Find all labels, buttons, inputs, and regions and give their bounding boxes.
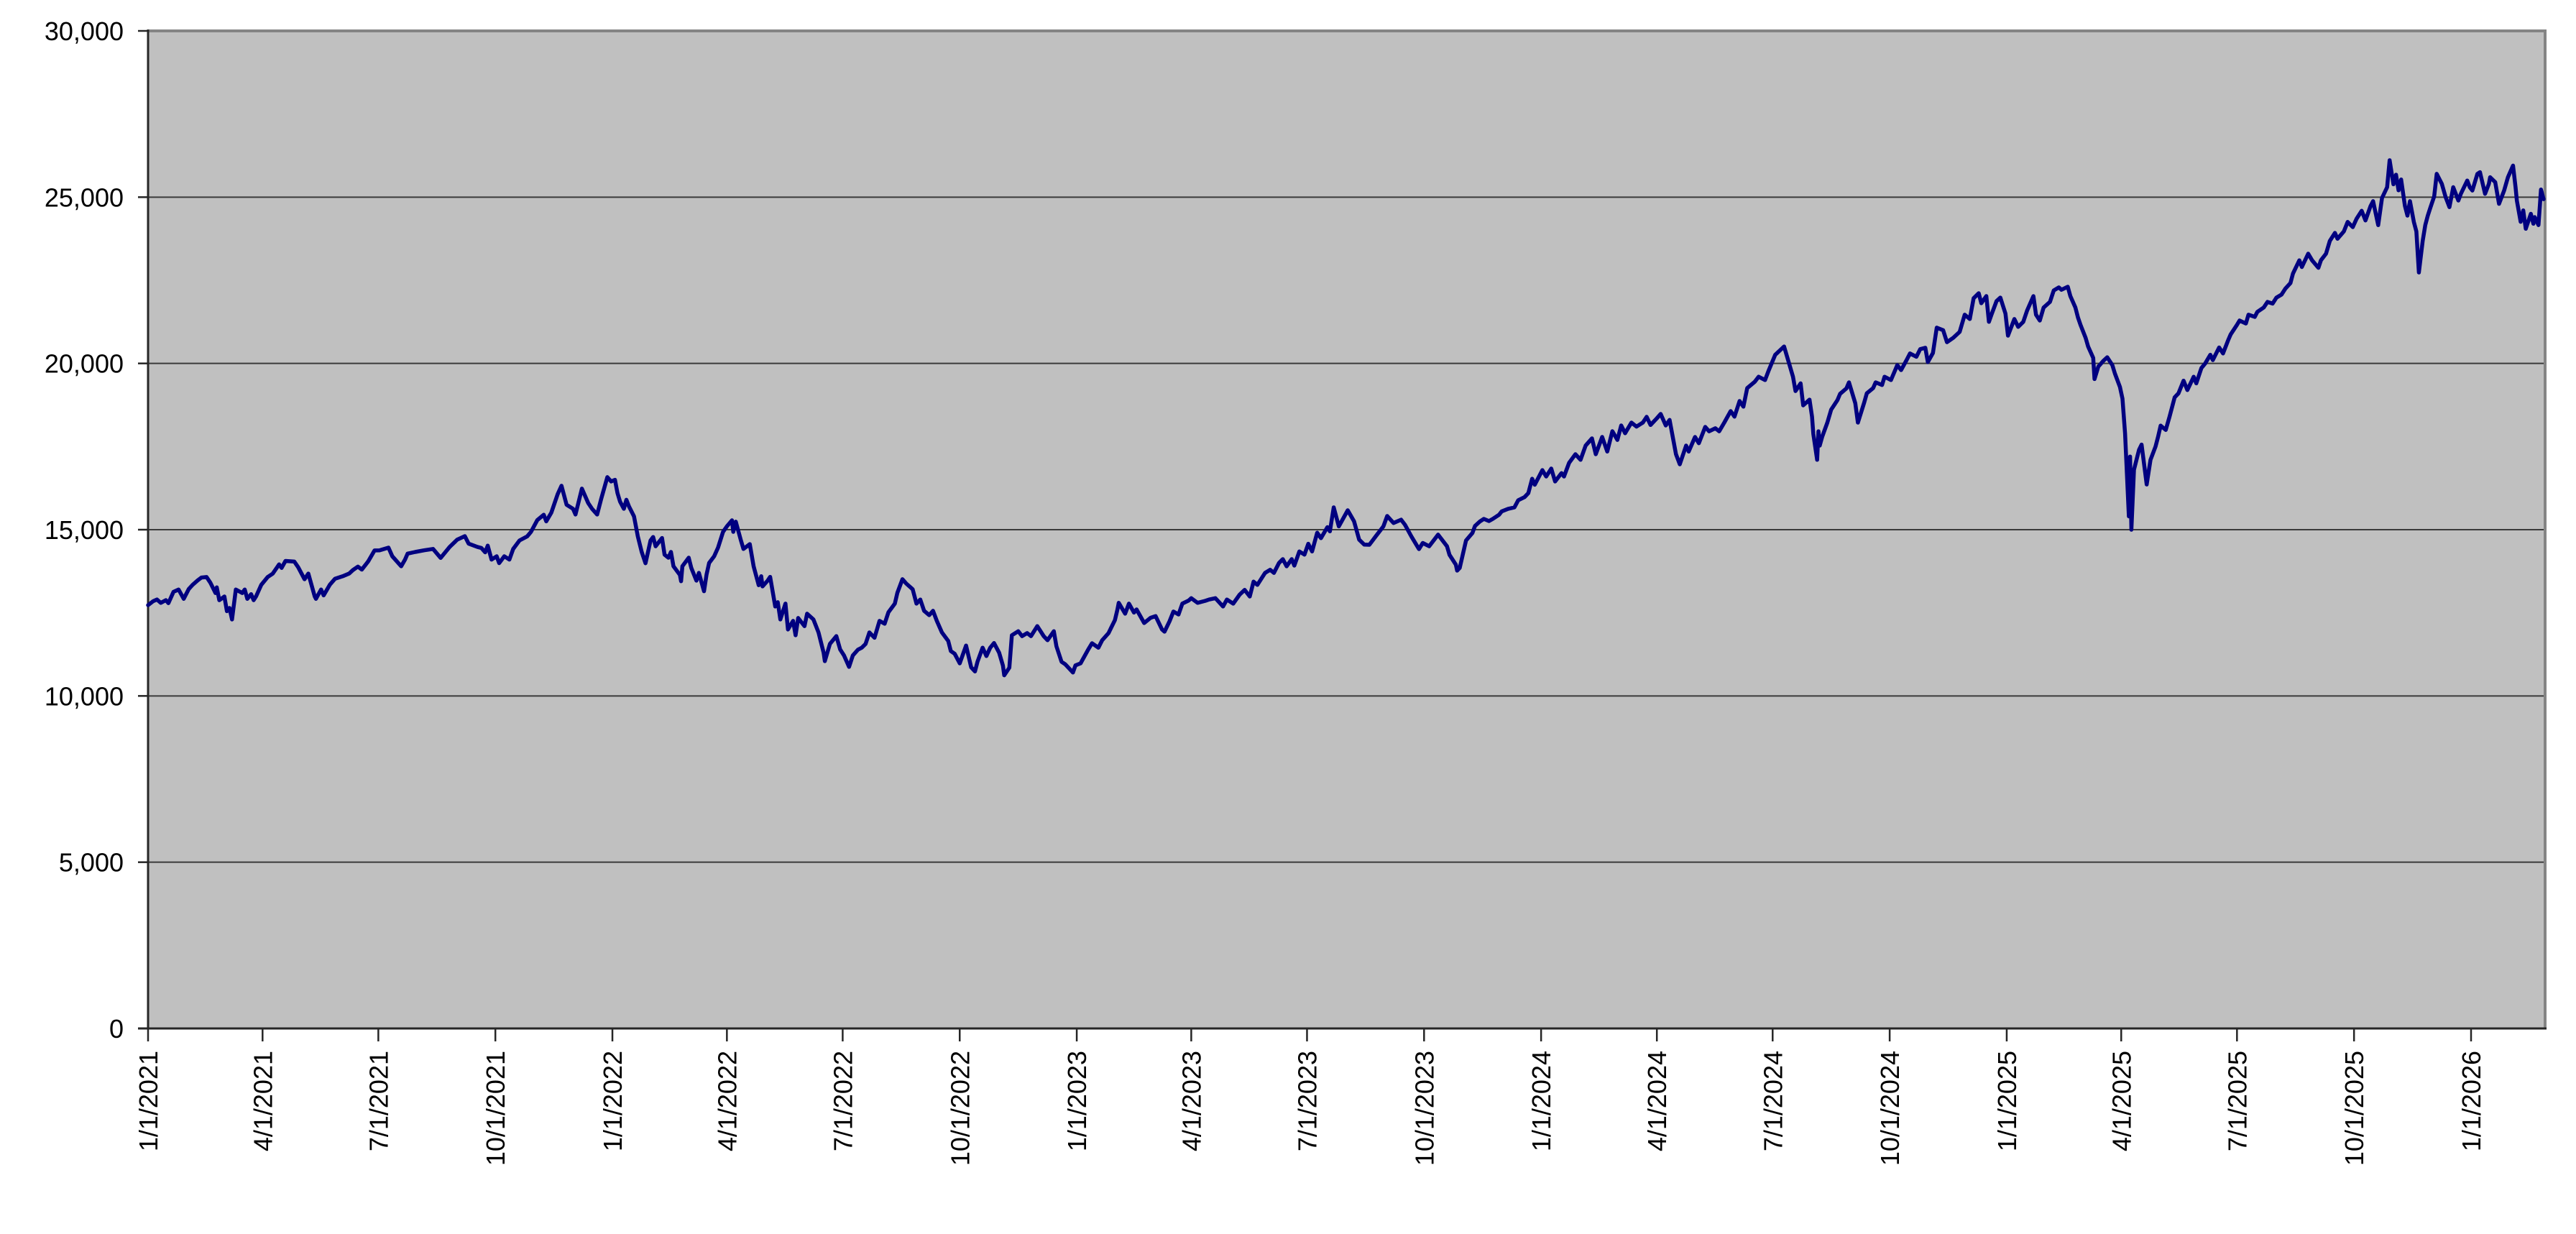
x-tick-label: 10/1/2024 [1875, 1051, 1905, 1166]
y-tick-label: 15,000 [45, 515, 124, 545]
x-tick-label: 7/1/2024 [1758, 1051, 1788, 1151]
x-tick-label: 4/1/2021 [248, 1051, 277, 1151]
x-tick-label: 4/1/2025 [2107, 1051, 2136, 1151]
x-tick-label: 4/1/2023 [1177, 1051, 1206, 1151]
y-tick-label: 0 [109, 1014, 124, 1044]
x-tick-label: 7/1/2025 [2222, 1051, 2252, 1151]
x-tick-label: 4/1/2022 [712, 1051, 742, 1151]
x-tick-label: 7/1/2021 [364, 1051, 393, 1151]
x-tick-label: 1/1/2026 [2457, 1051, 2486, 1151]
y-tick-label: 20,000 [45, 349, 124, 379]
y-tick-label: 5,000 [59, 848, 124, 878]
x-tick-label: 1/1/2023 [1062, 1051, 1092, 1151]
y-tick-label: 10,000 [45, 681, 124, 711]
series-line [146, 158, 2546, 678]
x-tick-label: 1/1/2024 [1527, 1051, 1556, 1151]
x-tick-label: 7/1/2022 [828, 1051, 857, 1151]
y-tick-label: 25,000 [45, 183, 124, 212]
x-tick-label: 10/1/2023 [1409, 1051, 1439, 1166]
y-tick-label: 30,000 [45, 17, 124, 46]
x-tick-label: 10/1/2022 [945, 1051, 975, 1166]
x-tick-label: 7/1/2023 [1292, 1051, 1322, 1151]
x-tick-label: 10/1/2021 [481, 1051, 510, 1166]
x-tick-label: 1/1/2025 [1992, 1051, 2022, 1151]
x-tick-label: 10/1/2025 [2340, 1051, 2369, 1166]
x-tick-label: 1/1/2021 [134, 1051, 163, 1151]
x-tick-label: 4/1/2024 [1642, 1051, 1672, 1151]
x-tick-label: 1/1/2022 [598, 1051, 627, 1151]
